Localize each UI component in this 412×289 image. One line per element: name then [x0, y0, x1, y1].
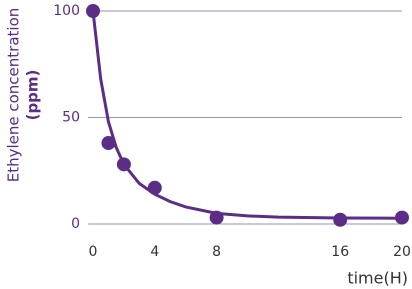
data-point: [101, 136, 116, 151]
y-tick-label: 100: [53, 3, 80, 19]
x-tick-label: 0: [89, 244, 98, 260]
x-tick-label: 4: [150, 244, 159, 260]
x-tick-label: 8: [212, 244, 221, 260]
y-tick-label: 0: [71, 216, 80, 232]
y-axis-label: (ppm): [24, 70, 42, 121]
x-tick-label: 16: [331, 244, 349, 260]
y-tick-label: 50: [62, 110, 80, 126]
data-point: [333, 212, 348, 227]
y-axis-label: Ethylene concentration: [5, 8, 23, 183]
x-axis-label: time(H): [347, 269, 408, 288]
x-tick-label: 20: [393, 244, 411, 260]
fit-line: [91, 10, 403, 220]
